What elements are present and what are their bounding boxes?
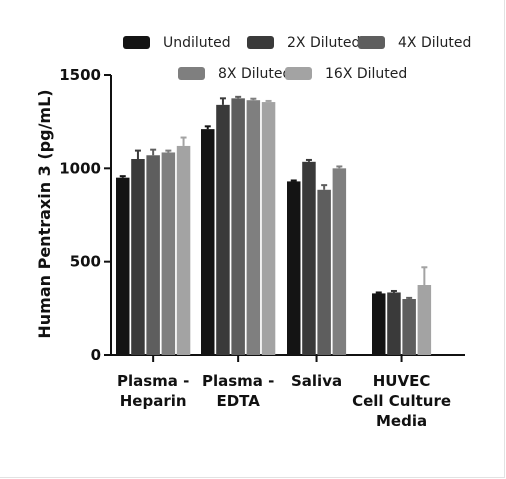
- x-axis: Plasma -Heparin Plasma -EDTA Saliva HUVEC Ce…: [111, 354, 465, 430]
- bar: [417, 285, 432, 355]
- bar: [146, 155, 160, 355]
- bar: [216, 104, 230, 355]
- legend-label: 16X Diluted: [325, 66, 407, 82]
- y-tick-label: 1000: [59, 159, 101, 177]
- bars: [116, 95, 432, 355]
- x-tick-label: Plasma -Heparin: [117, 372, 189, 410]
- y-tick-label: 500: [70, 253, 101, 271]
- legend-label: 4X Diluted: [398, 35, 471, 51]
- legend: Undiluted 2X Diluted 4X Diluted 8X Diluted 1…: [123, 35, 471, 82]
- bar: [116, 177, 130, 355]
- bar: [161, 152, 176, 355]
- legend-swatch: [285, 67, 312, 80]
- x-tick-label: Plasma -EDTA: [202, 372, 274, 410]
- bar: [372, 293, 386, 355]
- x-tick-label: HUVEC Cell Culture Media: [352, 372, 451, 430]
- y-tick-label: 1500: [59, 66, 101, 84]
- bar: [231, 98, 245, 355]
- y-axis: 0 500 1000 1500: [59, 66, 112, 364]
- y-tick-label: 0: [91, 346, 101, 364]
- bar: [317, 189, 331, 355]
- legend-label: 2X Diluted: [287, 35, 360, 51]
- legend-label: 8X Diluted: [218, 66, 291, 82]
- y-axis-label: Human Pentraxin 3 (pg/mL): [35, 89, 54, 338]
- bar: [287, 181, 301, 355]
- bar: [402, 299, 416, 355]
- bar: [176, 145, 191, 355]
- legend-swatch: [247, 36, 274, 49]
- legend-swatch: [178, 67, 205, 80]
- legend-swatch: [123, 36, 150, 49]
- bar: [302, 161, 316, 355]
- bar: [332, 168, 347, 355]
- x-tick-label: Saliva: [291, 372, 342, 390]
- bar: [387, 292, 401, 355]
- bar: [201, 129, 215, 355]
- bar: [261, 102, 276, 355]
- bar: [246, 100, 261, 355]
- bar: [131, 159, 145, 355]
- legend-swatch: [358, 36, 385, 49]
- legend-label: Undiluted: [163, 35, 231, 51]
